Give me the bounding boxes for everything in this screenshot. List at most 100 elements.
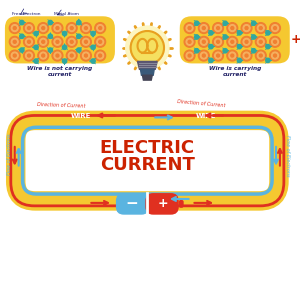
Circle shape — [34, 32, 38, 36]
Circle shape — [13, 40, 16, 43]
Circle shape — [38, 36, 49, 47]
Circle shape — [214, 25, 221, 32]
Circle shape — [231, 27, 234, 30]
Text: −: − — [125, 196, 138, 211]
Circle shape — [198, 23, 209, 34]
Circle shape — [209, 58, 213, 62]
Circle shape — [245, 40, 248, 43]
Circle shape — [68, 25, 75, 32]
Polygon shape — [140, 69, 154, 75]
Circle shape — [229, 52, 236, 59]
Circle shape — [95, 23, 106, 34]
Circle shape — [13, 27, 16, 30]
Circle shape — [66, 50, 77, 61]
Circle shape — [241, 50, 252, 61]
Circle shape — [198, 50, 209, 61]
Circle shape — [40, 52, 47, 59]
Circle shape — [40, 38, 47, 45]
Circle shape — [11, 25, 18, 32]
Circle shape — [13, 54, 16, 57]
Circle shape — [24, 36, 34, 47]
FancyBboxPatch shape — [5, 16, 115, 63]
Circle shape — [251, 35, 256, 39]
Circle shape — [97, 25, 104, 32]
Circle shape — [68, 52, 75, 59]
Circle shape — [85, 40, 87, 43]
Text: Free Electron: Free Electron — [12, 12, 41, 16]
Circle shape — [11, 52, 18, 59]
Circle shape — [259, 54, 262, 57]
Text: Wire is not carrying
current: Wire is not carrying current — [27, 66, 92, 77]
Circle shape — [56, 40, 59, 43]
Circle shape — [245, 54, 248, 57]
Circle shape — [20, 48, 24, 52]
Circle shape — [272, 38, 278, 45]
Circle shape — [9, 50, 20, 61]
Circle shape — [99, 27, 102, 30]
Circle shape — [34, 45, 38, 49]
Circle shape — [186, 38, 193, 45]
Circle shape — [91, 32, 95, 36]
Circle shape — [231, 54, 234, 57]
Circle shape — [91, 59, 95, 63]
Circle shape — [237, 31, 242, 35]
Circle shape — [99, 40, 102, 43]
Circle shape — [70, 54, 73, 57]
Circle shape — [237, 45, 242, 49]
Circle shape — [255, 50, 266, 61]
Circle shape — [257, 52, 264, 59]
Circle shape — [99, 54, 102, 57]
Circle shape — [42, 27, 45, 30]
Circle shape — [257, 38, 264, 45]
Circle shape — [217, 54, 220, 57]
Circle shape — [54, 38, 61, 45]
Circle shape — [184, 50, 195, 61]
Circle shape — [77, 20, 81, 25]
Circle shape — [255, 36, 266, 47]
Circle shape — [213, 36, 224, 47]
Circle shape — [34, 59, 38, 63]
Circle shape — [82, 38, 89, 45]
Text: Flow of Electrons: Flow of Electrons — [7, 133, 12, 175]
Circle shape — [200, 25, 207, 32]
Circle shape — [217, 27, 220, 30]
Circle shape — [38, 23, 49, 34]
Circle shape — [266, 31, 270, 35]
Circle shape — [66, 23, 77, 34]
Circle shape — [223, 49, 227, 53]
Circle shape — [214, 38, 221, 45]
Circle shape — [251, 21, 256, 25]
Circle shape — [56, 27, 59, 30]
Circle shape — [48, 20, 52, 25]
Circle shape — [227, 23, 238, 34]
Circle shape — [270, 36, 280, 47]
Circle shape — [9, 23, 20, 34]
Circle shape — [80, 23, 91, 34]
Circle shape — [257, 25, 264, 32]
Circle shape — [227, 36, 238, 47]
Circle shape — [188, 54, 191, 57]
Circle shape — [85, 27, 87, 30]
Circle shape — [223, 35, 227, 39]
Circle shape — [62, 32, 67, 36]
Circle shape — [243, 25, 250, 32]
Text: WIRE: WIRE — [196, 114, 217, 120]
Circle shape — [237, 58, 242, 62]
Text: +: + — [290, 33, 300, 46]
Circle shape — [40, 25, 47, 32]
Text: Metal Atom: Metal Atom — [54, 12, 79, 16]
Circle shape — [91, 45, 95, 49]
Circle shape — [243, 52, 250, 59]
Circle shape — [48, 48, 52, 52]
Text: Direction of Current: Direction of Current — [37, 102, 86, 108]
Circle shape — [213, 50, 224, 61]
Circle shape — [48, 34, 52, 38]
Circle shape — [24, 50, 34, 61]
Circle shape — [20, 20, 24, 25]
Circle shape — [274, 54, 277, 57]
Circle shape — [186, 25, 193, 32]
Circle shape — [229, 25, 236, 32]
Circle shape — [270, 23, 280, 34]
Circle shape — [194, 21, 199, 25]
Circle shape — [68, 38, 75, 45]
